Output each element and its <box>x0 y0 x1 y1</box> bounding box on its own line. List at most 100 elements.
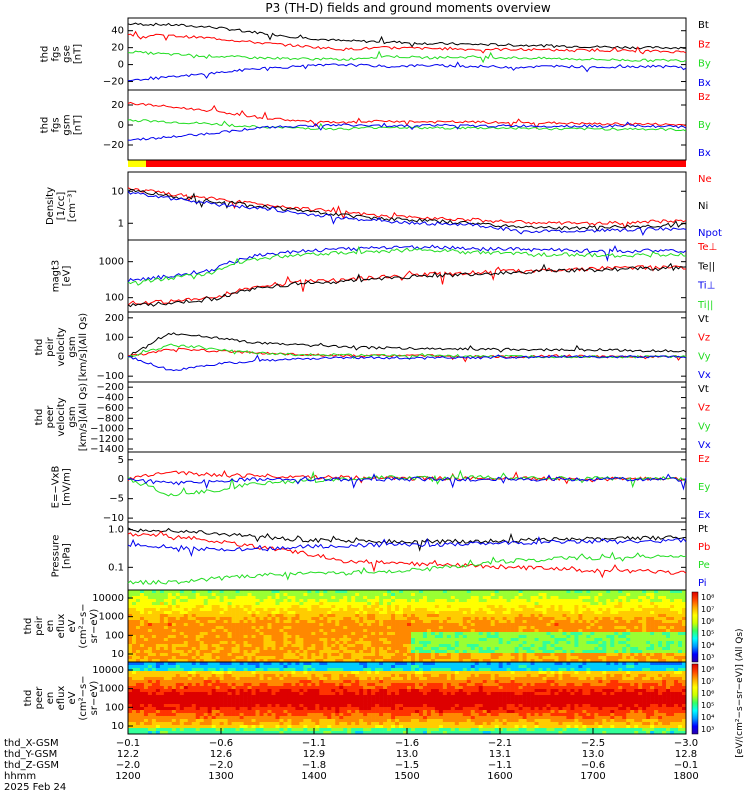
ytick-label-peir_spectrogram-2: 100 <box>105 630 124 641</box>
legend-fgs_gsm-1: By <box>698 120 711 131</box>
panel-fgs_gse-ylabel-1: fgs <box>51 46 62 61</box>
colorbar-top-tick-2: 10⁶ <box>701 617 714 626</box>
colorbar-bottom-tick-5: 10³ <box>701 725 714 734</box>
ytick-label-efield-2: −5 <box>109 494 124 505</box>
panel-peir_velocity-ylabel-0: thd <box>34 339 45 356</box>
ytick-label-peir_velocity-1: 100 <box>105 332 124 343</box>
panel-temperature-ylabel-1: [eV] <box>62 266 73 287</box>
legend-peir_velocity-2: Vy <box>698 351 711 362</box>
ytick-label-peer_velocity-2: −600 <box>97 403 124 414</box>
colorbar-top-tick-0: 10⁸ <box>701 593 714 602</box>
xaxis-row-label-2: thd_Z-GSM <box>4 760 59 771</box>
panel-density-ylabel-2: [cm⁻³] <box>67 190 78 222</box>
xaxis-row-label-1: thd_Y-GSM <box>4 749 57 760</box>
ytick-label-peir_velocity-3: −100 <box>97 371 124 382</box>
ytick-label-density-0: 10 <box>111 186 124 197</box>
panel-peer_velocity-ylabel-4: [km/s](All Qs) <box>78 383 89 451</box>
legend-density-2: Npot <box>698 228 722 239</box>
legend-peer_velocity-0: Vt <box>698 384 709 395</box>
panel-fgs_gse-ylabel-2: gse <box>62 45 73 63</box>
legend-pressure-2: Pe <box>698 560 710 571</box>
panel-peir_spectrogram-ylabel-0: thd <box>23 618 34 635</box>
legend-peer_velocity-1: Vz <box>698 403 710 414</box>
panel-pressure-ylabel-0: Pressure <box>51 535 62 578</box>
panel-peir_spectrogram-ylabel-5: (cm²−s− <box>78 603 89 648</box>
panel-peer_spectrogram-ylabel-1: peer <box>34 686 45 710</box>
colorbar-bottom-tick-3: 10⁵ <box>701 701 714 710</box>
panel-density-ylabel-1: [1/cc] <box>56 192 67 221</box>
series-temperature-ti <box>128 245 686 282</box>
panel-fgs_gsm-ylabel-1: fgs <box>51 117 62 132</box>
panel-peer_velocity-ylabel-0: thd <box>34 409 45 426</box>
ytick-label-peer_spectrogram-3: 10 <box>111 721 124 732</box>
ytick-label-temperature-1: 100 <box>105 293 124 304</box>
legend-fgs_gse-0: Bt <box>698 20 709 31</box>
status-bar <box>146 160 686 167</box>
xaxis-value-2-2: −1.8 <box>302 760 326 771</box>
xaxis-value-0-1: −0.6 <box>209 738 233 749</box>
ytick-label-peer_velocity-0: −200 <box>97 382 124 393</box>
colorbar-top-tick-4: 10⁴ <box>701 641 714 650</box>
xaxis-value-1-2: 12.9 <box>303 749 325 760</box>
xaxis-value-2-3: −1.5 <box>395 760 419 771</box>
panel-peir_spectrogram-ylabel-2: en <box>45 620 56 633</box>
legend-peer_velocity-3: Vx <box>698 440 711 451</box>
panel-peir_spectrogram-ylabel-1: peir <box>34 615 45 635</box>
legend-pressure-0: Pt <box>698 524 708 535</box>
legend-fgs_gse-2: By <box>698 59 711 70</box>
xaxis-value-1-6: 12.8 <box>675 749 697 760</box>
xaxis-value-0-3: −1.6 <box>395 738 419 749</box>
ytick-label-efield-0: 5 <box>118 455 124 466</box>
panel-peer_velocity-ylabel-3: gsm <box>67 406 78 427</box>
legend-density-0: Ne <box>698 174 712 185</box>
ytick-label-peer_velocity-1: −400 <box>97 393 124 404</box>
legend-fgs_gse-3: Bx <box>698 78 711 89</box>
ytick-label-peer_velocity-6: −1400 <box>90 444 124 455</box>
xaxis-value-2-0: −2.0 <box>116 760 140 771</box>
legend-fgs_gsm-2: Bx <box>698 148 711 159</box>
ytick-label-peir_velocity-2: 0 <box>118 352 124 363</box>
panel-peir_velocity-ylabel-4: [km/s](All Qs) <box>78 313 89 381</box>
panel-peer_spectrogram-ylabel-0: thd <box>23 690 34 707</box>
series-pressure-pe <box>128 553 686 585</box>
panel-efield-ylabel-0: E=−VxB <box>51 466 62 509</box>
legend-temperature-3: Ti|| <box>697 300 713 311</box>
ytick-label-pressure-1: 0.1 <box>108 562 124 573</box>
legend-density-1: Ni <box>698 201 708 212</box>
legend-peer_velocity-2: Vy <box>698 421 711 432</box>
legend-fgs_gse-1: Bz <box>698 39 710 50</box>
frame-peir_velocity <box>128 312 686 382</box>
xaxis-value-3-2: 1400 <box>301 771 326 782</box>
frame-density <box>128 172 686 240</box>
xaxis-value-3-0: 1200 <box>115 771 140 782</box>
panel-peir_spectrogram-ylabel-4: eV <box>67 619 78 632</box>
xaxis-date: 2025 Feb 24 <box>4 782 66 793</box>
ytick-label-temperature-0: 1000 <box>99 257 124 268</box>
xaxis-value-1-1: 12.6 <box>210 749 232 760</box>
legend-temperature-1: Te|| <box>697 261 715 272</box>
panel-efield-ylabel-1: [mV/m] <box>62 468 73 506</box>
panel-fgs_gsm-ylabel-0: thd <box>40 117 51 134</box>
ytick-label-peer_spectrogram-0: 10000 <box>92 665 124 676</box>
ytick-label-peer_velocity-3: −800 <box>97 413 124 424</box>
colorbar-label: [eV/(cm²−s−sr−eV)] (All Qs) <box>735 628 745 757</box>
panel-density-ylabel-0: Density <box>45 187 56 225</box>
ytick-label-peer_spectrogram-1: 1000 <box>99 684 124 695</box>
legend-peir_velocity-1: Vz <box>698 333 710 344</box>
xaxis-value-0-6: −3.0 <box>674 738 698 749</box>
panel-fgs_gse-ylabel-3: [nT] <box>73 44 84 64</box>
legend-pressure-1: Pb <box>698 542 710 553</box>
panel-pressure-ylabel-1: [nPa] <box>62 543 73 569</box>
ytick-label-efield-3: −10 <box>103 513 124 524</box>
ytick-label-fgs_gsm-0: 20 <box>111 100 124 111</box>
ytick-label-peir_spectrogram-0: 10000 <box>92 593 124 604</box>
xaxis-value-2-6: −0.1 <box>674 760 698 771</box>
xaxis-value-3-5: 1700 <box>580 771 605 782</box>
xaxis-value-1-0: 12.2 <box>117 749 139 760</box>
xaxis-value-1-5: 13.0 <box>582 749 604 760</box>
xaxis-value-3-4: 1600 <box>487 771 512 782</box>
frame-peer_velocity <box>128 382 686 452</box>
legend-pressure-3: Pi <box>698 578 707 589</box>
